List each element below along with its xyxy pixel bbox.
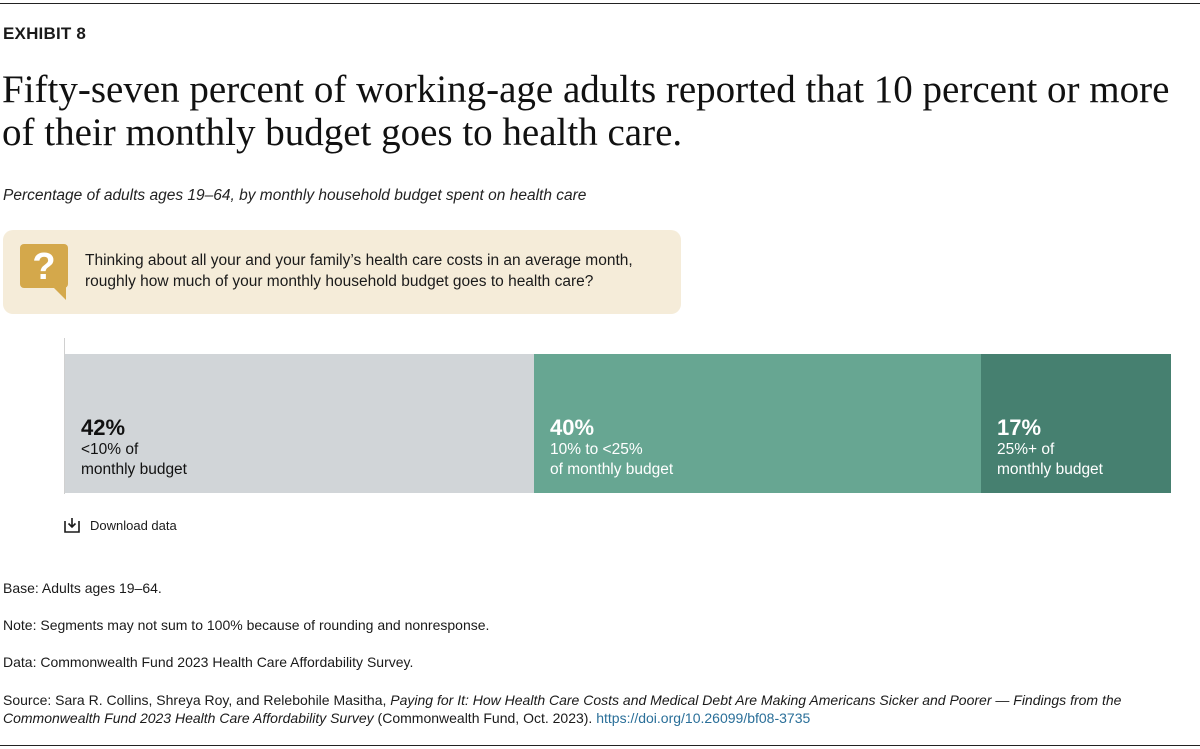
base-note: Base: Adults ages 19–64. [3,580,162,596]
segment-value-label: 40% [550,415,595,440]
segment-label: 42% <10% of monthly budget [81,416,187,480]
segment-category-label: <10% of monthly budget [81,441,187,478]
download-data-label: Download data [90,517,177,533]
download-data-link[interactable]: Download data [64,517,177,533]
segment-value-label: 42% [81,415,126,440]
survey-question-box: ? Thinking about all your and your famil… [3,230,681,314]
segment-value-label: 17% [997,415,1042,440]
bar-segment: 42% <10% of monthly budget [65,354,534,493]
segment-label: 40% 10% to <25% of monthly budget [550,416,673,480]
data-note: Data: Commonwealth Fund 2023 Health Care… [3,654,414,670]
source-note: Source: Sara R. Collins, Shreya Roy, and… [3,691,1193,727]
segment-category-label: 10% to <25% of monthly budget [550,441,674,478]
survey-question-text: Thinking about all your and your family’… [85,252,633,290]
exhibit-label: EXHIBIT 8 [3,24,87,43]
chart-headline: Fifty-seven percent of working-age adult… [2,68,1170,154]
source-title: Paying for It: How Health Care Costs and… [3,692,1122,726]
source-suffix: (Commonwealth Fund, Oct. 2023). [373,710,597,726]
segment-category-label: 25%+ of monthly budget [997,441,1103,478]
bar-segment: 17% 25%+ of monthly budget [981,354,1171,493]
stacked-bar-chart: 42% <10% of monthly budget 40% 10% to <25% … [0,336,1200,506]
download-icon [64,518,80,533]
bar-segment: 40% 10% to <25% of monthly budget [534,354,981,493]
segment-label: 17% 25%+ of monthly budget [997,416,1103,480]
bar-baseline [64,338,65,494]
rounding-note: Note: Segments may not sum to 100% becau… [3,617,490,633]
svg-text:?: ? [32,246,55,288]
source-doi-link[interactable]: https://doi.org/10.26099/bf08-3735 [596,710,811,726]
top-rule [0,3,1200,4]
chart-subtitle: Percentage of adults ages 19–64, by mont… [3,187,587,204]
question-mark-speech-bubble-icon: ? [20,244,68,300]
source-prefix: Source: Sara R. Collins, Shreya Roy, and… [3,692,391,708]
bottom-rule [0,745,1200,746]
stacked-bar: 42% <10% of monthly budget 40% 10% to <25% … [65,354,1171,493]
